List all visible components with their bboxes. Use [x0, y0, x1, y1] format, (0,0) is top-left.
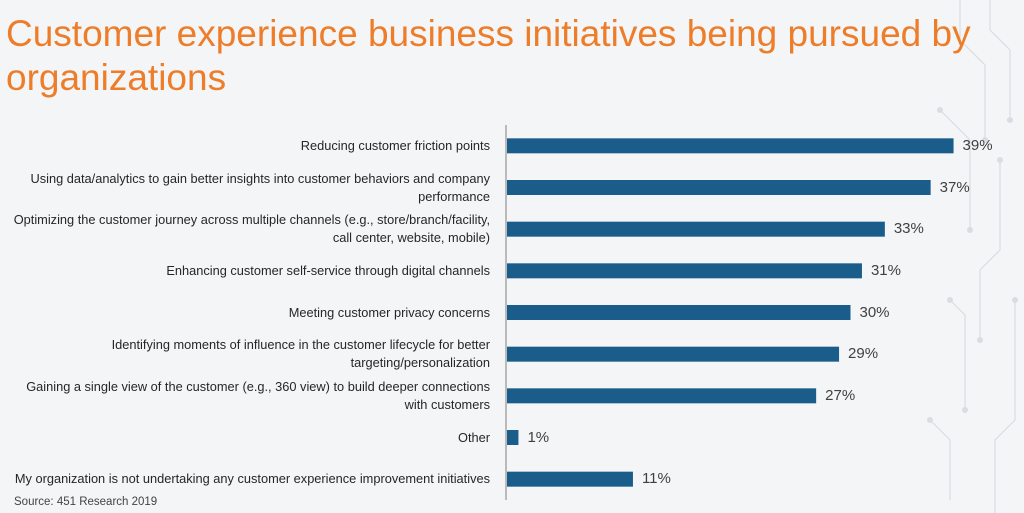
bar	[507, 471, 633, 487]
value-label: 37%	[939, 178, 970, 196]
category-label: Gaining a single view of the customer (e…	[26, 378, 490, 412]
value-label: 29%	[848, 345, 879, 363]
bar	[507, 346, 840, 362]
category-label: Other	[457, 429, 490, 445]
value-label: 11%	[641, 470, 671, 488]
value-label: 33%	[893, 220, 924, 238]
bar	[507, 221, 885, 237]
value-label: 27%	[825, 386, 856, 404]
category-label: Meeting customer privacy concerns	[288, 304, 490, 320]
category-label: My organization is not undertaking any c…	[14, 471, 490, 487]
category-label: Identifying moments of influence in the …	[111, 337, 490, 371]
bar	[507, 263, 862, 279]
category-label: Optimizing the customer journey across m…	[13, 212, 490, 246]
chart-title: Customer experience business initiatives…	[6, 13, 971, 98]
value-label: 1%	[527, 428, 550, 446]
value-label: 31%	[870, 261, 901, 279]
bar	[507, 388, 817, 404]
source-note: Source: 451 Research 2019	[14, 496, 158, 508]
bar	[507, 305, 851, 320]
bar	[507, 138, 954, 154]
value-label: 30%	[859, 303, 890, 321]
value-label: 39%	[962, 136, 993, 154]
category-label: Enhancing customer self-service through …	[166, 262, 490, 278]
category-label: Reducing customer friction points	[300, 137, 490, 153]
bar	[507, 180, 931, 195]
category-label: Using data/analytics to gain better insi…	[30, 170, 490, 204]
bar	[507, 430, 519, 445]
